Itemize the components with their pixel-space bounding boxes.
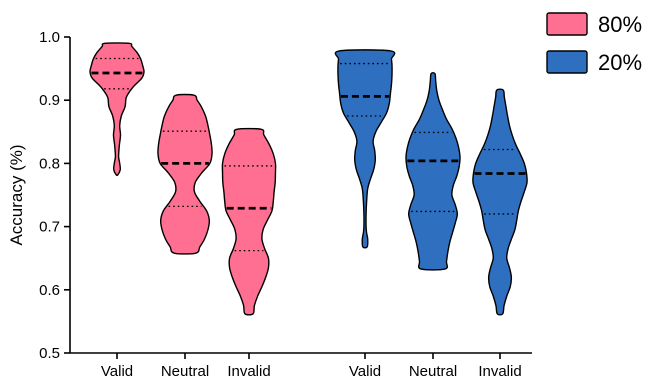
x-tick-label: Neutral <box>409 363 457 377</box>
x-tick-label: Invalid <box>227 363 270 377</box>
legend: 80% 20% <box>546 12 642 75</box>
violin-80pct-invalid <box>221 127 277 316</box>
legend-item-80pct: 80% <box>546 12 642 37</box>
y-axis: 0.5 0.6 0.7 0.8 0.9 1.0 <box>39 29 71 362</box>
legend-swatch <box>546 12 588 36</box>
violin-20pct-valid <box>334 49 396 249</box>
violin-80pct-valid <box>89 42 145 177</box>
y-tick-label: 0.8 <box>39 155 60 172</box>
violin-body <box>405 72 461 271</box>
x-tick-label: Valid <box>101 363 133 377</box>
x-tick-label: Neutral <box>161 363 209 377</box>
x-tick-label: Valid <box>349 363 381 377</box>
y-tick-label: 1.0 <box>39 29 60 46</box>
violin-body <box>157 93 213 255</box>
violins <box>89 42 528 316</box>
x-tick-label: Invalid <box>478 363 521 377</box>
legend-swatch <box>546 50 588 74</box>
legend-label: 20% <box>598 50 642 75</box>
violin-body <box>89 42 145 177</box>
violin-body <box>334 49 396 249</box>
x-axis: Valid Neutral Invalid Valid Neutral Invalid <box>70 352 532 377</box>
violin-20pct-neutral <box>405 72 461 271</box>
legend-label: 80% <box>598 12 642 37</box>
legend-item-20pct: 20% <box>546 50 642 75</box>
violin-body <box>472 88 528 316</box>
violin-20pct-invalid <box>472 88 528 316</box>
y-tick-label: 0.5 <box>39 345 60 362</box>
violin-80pct-neutral <box>157 93 213 255</box>
y-axis-label: Accuracy (%) <box>7 144 26 245</box>
violin-body <box>221 127 277 316</box>
y-tick-label: 0.6 <box>39 282 60 299</box>
y-tick-label: 0.9 <box>39 92 60 109</box>
y-tick-label: 0.7 <box>39 219 60 236</box>
